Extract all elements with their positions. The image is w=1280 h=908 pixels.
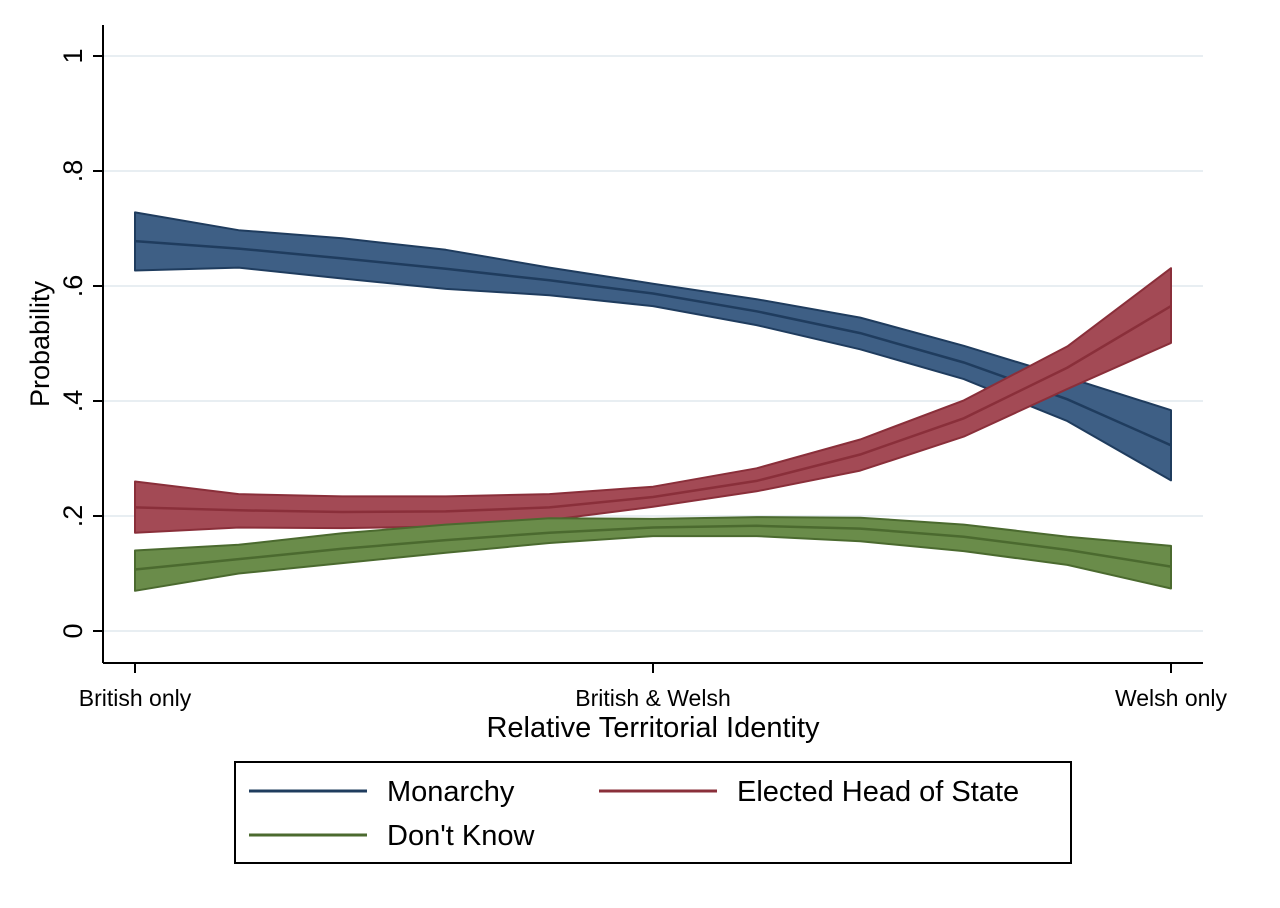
y-tick-label-5: 1 [58, 48, 88, 63]
y-tick-label-2: .4 [58, 390, 88, 413]
y-tick-label-1: .2 [58, 505, 88, 528]
y-tick-label-4: .8 [58, 160, 88, 183]
don-t-know-mean-line [134, 524, 1172, 571]
monarchy-mean-line [134, 239, 1172, 447]
legend-label-don-t-know: Don't Know [387, 820, 535, 852]
legend-label-monarchy: Monarchy [387, 776, 515, 808]
axis-ticks: 0 .2 .4 .6 .8 1 British only British & Welsh Wel… [58, 48, 1227, 711]
elected-head-of-state-mean-line [134, 305, 1172, 514]
don-t-know-band [134, 516, 1172, 592]
legend: Monarchy Elected Head of State Don't Know [234, 761, 1072, 864]
x-tick-label-2: Welsh only [1115, 685, 1228, 711]
legend-label-elected-head-of-state: Elected Head of State [737, 776, 1019, 808]
x-tick-label-0: British only [79, 685, 192, 711]
monarchy-band [134, 211, 1172, 482]
y-tick-label-0: 0 [58, 623, 88, 638]
legend-box [234, 761, 1072, 864]
y-tick-label-3: .6 [58, 275, 88, 298]
legend-items: Monarchy Elected Head of State Don't Know [249, 776, 1019, 852]
confidence-bands [134, 211, 1172, 592]
x-axis-title: Relative Territorial Identity [486, 712, 820, 744]
y-axis-title: Probability [25, 280, 55, 407]
x-tick-label-1: British & Welsh [575, 685, 731, 711]
